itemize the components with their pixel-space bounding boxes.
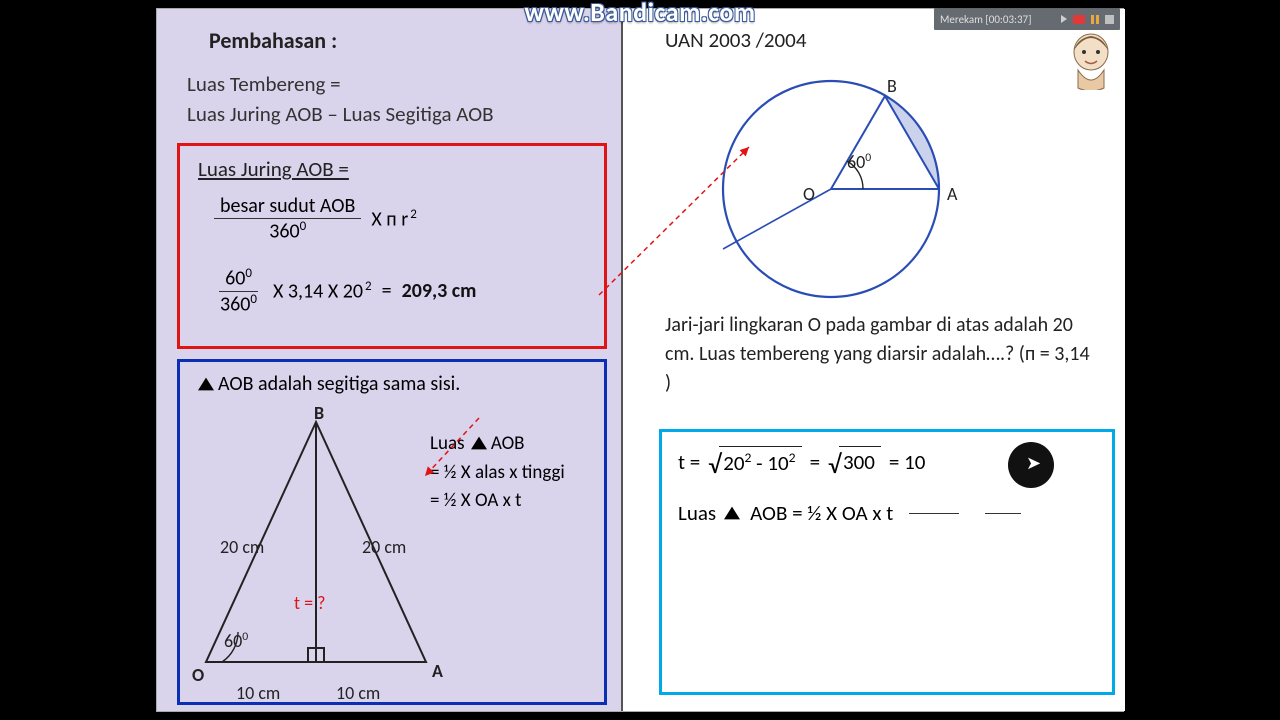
cursor-highlight: ➤: [1008, 442, 1054, 488]
luas-aob-line: Luas AOB = ½ X OA x t: [678, 500, 1096, 526]
label-b: B: [314, 402, 324, 424]
equals: =: [382, 279, 392, 303]
camera-icon[interactable]: [1073, 15, 1085, 24]
triangle-icon: [198, 378, 214, 391]
recording-status-bar[interactable]: Merekam [00:03:37]: [934, 8, 1120, 30]
luas-juring-box: Luas Juring AOB = besar sudut AOB 3600 X…: [177, 143, 607, 349]
formula-tembereng: Luas Tembereng = Luas Juring AOB – Luas …: [187, 69, 597, 130]
t-unknown: t = ?: [294, 592, 325, 614]
triangle-icon: [724, 507, 740, 520]
base-left: 10 cm: [236, 682, 280, 704]
formula-line-2: Luas Juring AOB – Luas Segitiga AOB: [187, 99, 597, 129]
base-right: 10 cm: [336, 682, 380, 704]
pi-r-term: X п r: [371, 207, 408, 231]
label-o: O: [192, 664, 204, 686]
frac2-num: 60: [225, 267, 245, 291]
left-panel: Pembahasan : Luas Tembereng = Luas Jurin…: [157, 9, 623, 711]
chevron-down-icon[interactable]: [1061, 15, 1067, 23]
circle-a: A: [947, 183, 957, 205]
stop-icon[interactable]: [1105, 15, 1114, 24]
triangle-statement: AOB adalah segitiga sama sisi.: [196, 372, 588, 396]
frac-num: besar sudut AOB: [214, 194, 361, 219]
watermark: www.Bandicam.com: [524, 0, 755, 28]
recording-label: Merekam [00:03:37]: [940, 13, 1031, 26]
exam-title: UAN 2003 /2004: [665, 27, 806, 53]
formula-line-1: Luas Tembereng =: [187, 69, 597, 99]
solution-box: t = 202 - 102 = 300 = 10 Luas AOB = ½ X …: [659, 429, 1115, 695]
juring-formula-numeric: 600 3600 X 3,14 X 202 = 209,3 cm: [214, 266, 476, 316]
label-a: A: [432, 660, 443, 682]
pembahasan-title: Pembahasan :: [209, 27, 337, 54]
side-left: 20 cm: [220, 536, 264, 558]
pause-icon[interactable]: [1091, 15, 1099, 24]
circle-angle: 60: [847, 151, 865, 173]
frac-den: 360: [269, 220, 299, 244]
triangle-box: AOB adalah segitiga sama sisi. Luas AOB …: [177, 359, 607, 705]
slide: Pembahasan : Luas Tembereng = Luas Jurin…: [156, 8, 1124, 712]
side-right: 20 cm: [362, 536, 406, 558]
cursor-arrow-icon: ➤: [1026, 452, 1041, 474]
numeric-term: X 3,14 X 20: [273, 279, 363, 303]
right-panel: UAN 2003 /2004 O A B 600 Jari: [625, 9, 1125, 711]
avatar: [1064, 30, 1118, 90]
circle-diagram: O A B 600: [695, 59, 995, 299]
juring-result: 209,3 cm: [402, 279, 477, 303]
juring-formula-generic: besar sudut AOB 3600 X п r2: [214, 194, 417, 244]
circle-o: O: [803, 183, 815, 205]
problem-text: Jari-jari lingkaran O pada gambar di ata…: [665, 311, 1095, 398]
luas-juring-heading: Luas Juring AOB =: [198, 156, 586, 182]
frac2-den: 360: [220, 292, 250, 316]
angle-60: 60: [224, 630, 242, 652]
triangle-diagram: B O A 20 cm 20 cm 10 cm 10 cm 600 t = ?: [186, 402, 486, 702]
circle-b: B: [887, 75, 897, 97]
stage: www.Bandicam.com Merekam [00:03:37] Pemb…: [0, 0, 1280, 720]
